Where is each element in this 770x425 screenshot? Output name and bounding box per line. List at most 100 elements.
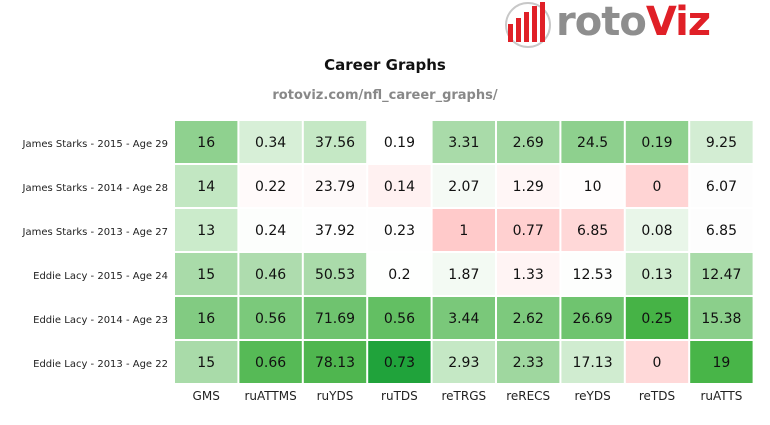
cell-value: 3.31 [448, 135, 479, 151]
heatmap-cell [497, 165, 560, 207]
heatmap-cell [625, 297, 689, 339]
heatmap-cell [561, 165, 624, 207]
cell-value: 0 [653, 355, 662, 371]
cell-value: 16 [197, 135, 215, 151]
column-label: ruYDS [317, 389, 354, 403]
column-label: ruATTMS [244, 389, 296, 403]
heatmap-cell [368, 341, 431, 383]
heatmap-cell [175, 341, 238, 383]
cell-value: 2.69 [513, 135, 544, 151]
column-label: reTRGS [441, 389, 486, 403]
column-label: GMS [193, 389, 220, 403]
heatmap-cell [175, 253, 238, 295]
cell-value: 12.53 [573, 267, 613, 283]
cell-value: 14 [197, 179, 215, 195]
cell-value: 19 [712, 355, 730, 371]
cell-value: 1.33 [513, 267, 544, 283]
cell-value: 15 [197, 267, 215, 283]
heatmap-cell [239, 165, 302, 207]
heatmap-cell [239, 297, 302, 339]
cell-value: 0.14 [384, 179, 415, 195]
heatmap-cell [303, 253, 367, 295]
cell-value: 0.19 [641, 135, 672, 151]
cell-value: 37.92 [315, 223, 355, 239]
column-label: reRECS [506, 389, 550, 403]
cell-value: 0.24 [255, 223, 286, 239]
heatmap-cell [368, 121, 431, 163]
cell-value: 37.56 [315, 135, 355, 151]
heatmap-cell [497, 209, 560, 251]
cell-value: 1.87 [448, 267, 479, 283]
heatmap-cell [625, 165, 689, 207]
row-label: Eddie Lacy - 2014 - Age 23 [33, 315, 168, 326]
heatmap-cell [432, 121, 495, 163]
cell-value: 6.85 [706, 223, 737, 239]
column-label: ruTDS [381, 389, 418, 403]
heatmap-cell [497, 121, 560, 163]
cell-value: 6.07 [706, 179, 737, 195]
cell-value: 15.38 [701, 311, 741, 327]
heatmap-cell [175, 121, 238, 163]
cell-value: 0.46 [255, 267, 286, 283]
heatmap-cell [239, 253, 302, 295]
heatmap-cell [625, 253, 689, 295]
heatmap-cell [561, 297, 624, 339]
cell-value: 2.93 [448, 355, 479, 371]
heatmap-cell [368, 165, 431, 207]
heatmap-cell [303, 165, 367, 207]
column-label: reTDS [639, 389, 675, 403]
cell-value: 1 [459, 223, 468, 239]
heatmap-cell [497, 341, 560, 383]
heatmap-cell [625, 341, 689, 383]
cell-value: 71.69 [315, 311, 355, 327]
cell-value: 0.19 [384, 135, 415, 151]
column-label: ruATTS [700, 389, 742, 403]
heatmap-cell [561, 253, 624, 295]
cell-value: 0.77 [513, 223, 544, 239]
cell-value: 0.56 [255, 311, 286, 327]
cell-value: 78.13 [315, 355, 355, 371]
row-label: James Starks - 2015 - Age 29 [22, 139, 169, 150]
heatmap-cell [497, 253, 560, 295]
cell-value: 15 [197, 355, 215, 371]
cell-value: 6.85 [577, 223, 608, 239]
cell-value: 16 [197, 311, 215, 327]
cell-value: 3.44 [448, 311, 479, 327]
heatmap-cell [561, 341, 624, 383]
bar-chart-logo-icon [505, 2, 551, 48]
heatmap-cell [303, 297, 367, 339]
heatmap-cell [239, 121, 302, 163]
cell-value: 0 [653, 179, 662, 195]
cell-value: 1.29 [513, 179, 544, 195]
column-label: reYDS [574, 389, 610, 403]
heatmap-cell [497, 297, 560, 339]
heatmap-cell [625, 121, 689, 163]
heatmap-cell [368, 253, 431, 295]
heatmap-cell [561, 121, 624, 163]
cell-value: 0.08 [641, 223, 672, 239]
heatmap-cell [432, 341, 495, 383]
row-label: Eddie Lacy - 2013 - Age 22 [33, 359, 168, 370]
heatmap-cell [690, 253, 753, 295]
cell-value: 0.25 [641, 311, 672, 327]
rotoviz-logo: rotoViz [500, 0, 711, 48]
heatmap-cell [690, 297, 753, 339]
cell-value: 0.2 [388, 267, 410, 283]
cell-value: 0.56 [384, 311, 415, 327]
heatmap-cell [303, 209, 367, 251]
cell-value: 50.53 [315, 267, 355, 283]
cell-value: 23.79 [315, 179, 355, 195]
cell-value: 0.34 [255, 135, 286, 151]
cell-value: 13 [197, 223, 215, 239]
logo-text-viz: Viz [645, 0, 711, 45]
heatmap-cell [432, 209, 495, 251]
logo-text-roto: roto [556, 0, 647, 45]
heatmap-cell [175, 297, 238, 339]
heatmap-cell [303, 121, 367, 163]
heatmap-cell [239, 341, 302, 383]
cell-value: 26.69 [573, 311, 613, 327]
cell-value: 2.33 [513, 355, 544, 371]
cell-value: 0.22 [255, 179, 286, 195]
chart-subtitle: rotoviz.com/nfl_career_graphs/ [272, 88, 498, 103]
heatmap-cell [690, 121, 753, 163]
